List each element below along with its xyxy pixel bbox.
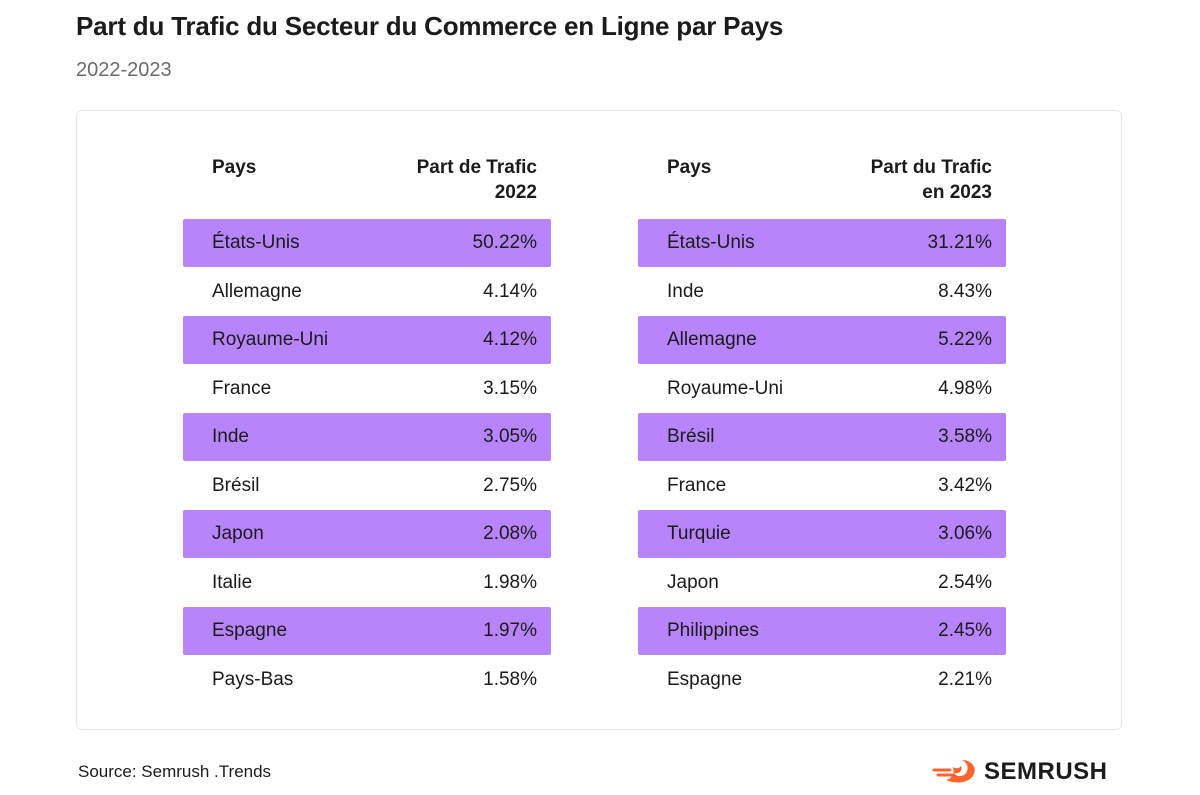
table-body: États-Unis 50.22% Allemagne 4.14% Royaume-Un…: [183, 219, 551, 704]
table-row: Pays-Bas 1.58%: [183, 656, 551, 704]
country-cell: Espagne: [212, 620, 288, 641]
share-cell: 8.43%: [938, 280, 992, 302]
share-cell: 4.14%: [483, 280, 537, 302]
country-cell: Philippines: [667, 620, 759, 641]
share-cell: 2.21%: [938, 668, 992, 690]
share-cell: 3.42%: [938, 474, 992, 496]
share-cell: 4.98%: [938, 377, 992, 399]
semrush-flame-icon: [932, 760, 975, 783]
country-cell: États-Unis: [212, 232, 300, 253]
table-row: Espagne 2.21%: [638, 656, 1006, 704]
share-cell: 2.45%: [938, 620, 992, 641]
semrush-logo: SEMRUSH: [932, 758, 1108, 786]
table-row: Espagne 1.97%: [183, 607, 551, 655]
country-cell: Pays-Bas: [212, 668, 294, 690]
table-header: Pays Part de Trafic 2022: [183, 155, 551, 219]
share-cell: 1.58%: [483, 668, 537, 690]
share-cell: 2.54%: [938, 571, 992, 593]
table-header: Pays Part du Trafic en 2023: [638, 155, 1006, 219]
table-row: Brésil 3.58%: [638, 413, 1006, 461]
share-cell: 3.58%: [938, 426, 992, 447]
table-row: Royaume-Uni 4.98%: [638, 365, 1006, 413]
share-cell: 3.15%: [483, 377, 537, 399]
share-cell: 3.06%: [938, 523, 992, 544]
table-body: États-Unis 31.21% Inde 8.43% Allemagne 5.22% R…: [638, 219, 1006, 704]
country-cell: Royaume-Uni: [212, 329, 329, 350]
share-cell: 1.98%: [483, 571, 537, 593]
page-subtitle: 2022-2023: [76, 59, 172, 81]
column-header-share: Part du Trafic en 2023: [870, 157, 992, 203]
country-cell: France: [212, 377, 272, 399]
country-cell: Espagne: [667, 668, 743, 690]
country-cell: Turquie: [667, 523, 731, 544]
source-note: Source: Semrush .Trends: [78, 762, 272, 781]
share-cell: 4.12%: [483, 329, 537, 350]
table-row: États-Unis 31.21%: [638, 219, 1006, 267]
country-cell: Brésil: [212, 474, 260, 496]
table-row: France 3.15%: [183, 365, 551, 413]
country-cell: Japon: [667, 571, 719, 593]
table-row: Inde 3.05%: [183, 413, 551, 461]
share-cell: 31.21%: [927, 232, 992, 253]
share-cell: 1.97%: [483, 620, 537, 641]
table-row: Brésil 2.75%: [183, 462, 551, 510]
country-cell: Royaume-Uni: [667, 377, 784, 399]
table-row: France 3.42%: [638, 462, 1006, 510]
table-2023: Pays Part du Trafic en 2023 États-Unis 31…: [638, 155, 1006, 704]
table-row: Allemagne 5.22%: [638, 316, 1006, 364]
share-cell: 2.75%: [483, 474, 537, 496]
page-title: Part du Trafic du Secteur du Commerce en…: [76, 11, 784, 41]
column-header-share: Part de Trafic 2022: [416, 157, 537, 203]
table-row: Japon 2.54%: [638, 559, 1006, 607]
column-header-country: Pays: [667, 157, 712, 178]
table-row: Royaume-Uni 4.12%: [183, 316, 551, 364]
column-header-country: Pays: [212, 157, 257, 178]
table-card: Pays Part de Trafic 2022 États-Unis 50.22…: [76, 110, 1122, 730]
country-cell: Allemagne: [667, 329, 757, 350]
table-row: Philippines 2.45%: [638, 607, 1006, 655]
country-cell: Italie: [212, 571, 253, 593]
share-cell: 50.22%: [472, 232, 537, 253]
table-row: Japon 2.08%: [183, 510, 551, 558]
table-row: Turquie 3.06%: [638, 510, 1006, 558]
country-cell: Inde: [667, 280, 704, 302]
share-cell: 2.08%: [483, 523, 537, 544]
share-cell: 3.05%: [483, 426, 537, 447]
table-row: Allemagne 4.14%: [183, 268, 551, 316]
table-2022: Pays Part de Trafic 2022 États-Unis 50.22…: [183, 155, 551, 704]
logo-text: SEMRUSH: [984, 758, 1108, 785]
country-cell: Japon: [212, 523, 264, 544]
table-row: États-Unis 50.22%: [183, 219, 551, 267]
country-cell: Allemagne: [212, 280, 302, 302]
table-row: Italie 1.98%: [183, 559, 551, 607]
table-row: Inde 8.43%: [638, 268, 1006, 316]
country-cell: États-Unis: [667, 232, 755, 253]
share-cell: 5.22%: [938, 329, 992, 350]
country-cell: France: [667, 474, 727, 496]
country-cell: Brésil: [667, 426, 715, 447]
country-cell: Inde: [212, 426, 249, 447]
